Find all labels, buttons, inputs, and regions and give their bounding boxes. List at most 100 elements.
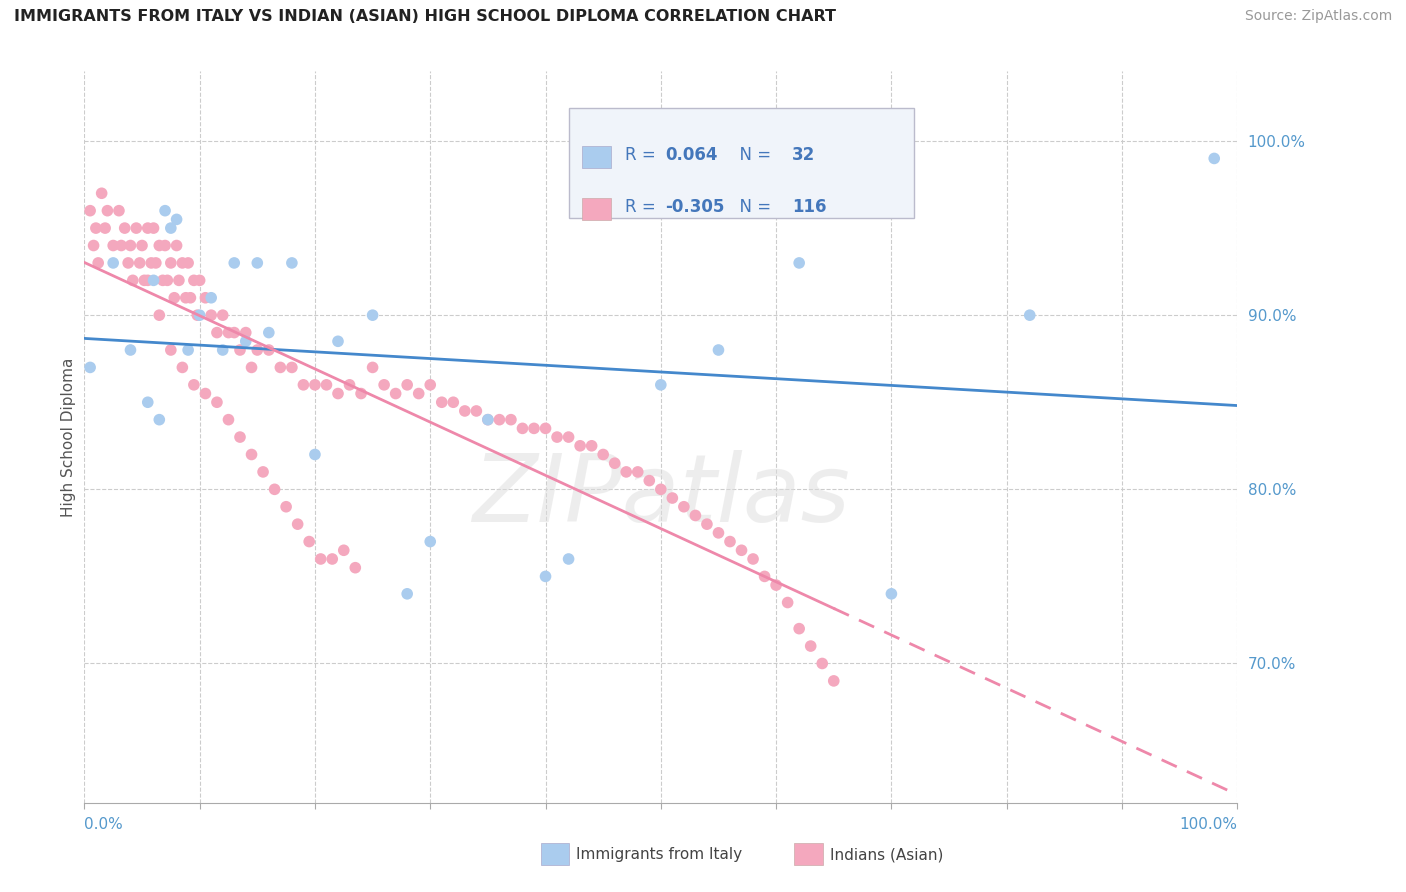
Point <box>304 377 326 392</box>
Point <box>776 595 799 609</box>
Point <box>696 517 718 532</box>
Point <box>477 412 499 426</box>
Point <box>707 343 730 357</box>
Point <box>229 343 252 357</box>
Point <box>499 412 522 426</box>
Text: 0.064: 0.064 <box>665 146 718 164</box>
Point <box>287 517 309 532</box>
Point <box>188 273 211 287</box>
Text: Indians (Asian): Indians (Asian) <box>830 847 943 862</box>
Point <box>218 412 240 426</box>
Text: 32: 32 <box>792 146 815 164</box>
Point <box>90 186 112 201</box>
Point <box>218 326 240 340</box>
Point <box>523 421 546 435</box>
Point <box>408 386 430 401</box>
Point <box>117 256 139 270</box>
Point <box>787 622 810 636</box>
Point <box>188 308 211 322</box>
Text: Immigrants from Italy: Immigrants from Italy <box>576 847 742 862</box>
FancyBboxPatch shape <box>568 108 914 218</box>
Point <box>142 221 165 235</box>
Point <box>326 386 349 401</box>
Point <box>186 308 208 322</box>
Point <box>465 404 488 418</box>
Point <box>83 238 105 252</box>
Point <box>384 386 406 401</box>
Point <box>153 238 176 252</box>
Text: IMMIGRANTS FROM ITALY VS INDIAN (ASIAN) HIGH SCHOOL DIPLOMA CORRELATION CHART: IMMIGRANTS FROM ITALY VS INDIAN (ASIAN) … <box>14 9 837 24</box>
Point <box>114 221 136 235</box>
Point <box>534 421 557 435</box>
Point <box>142 273 165 287</box>
Point <box>183 273 205 287</box>
Point <box>120 238 142 252</box>
Point <box>603 456 626 470</box>
Point <box>224 326 246 340</box>
Point <box>707 525 730 540</box>
Point <box>252 465 274 479</box>
Point <box>344 560 367 574</box>
Point <box>787 256 810 270</box>
Point <box>333 543 356 558</box>
Point <box>120 343 142 357</box>
Point <box>211 308 233 322</box>
Bar <box>582 198 612 219</box>
Point <box>263 483 285 497</box>
Point <box>103 256 124 270</box>
Point <box>174 291 197 305</box>
Point <box>235 334 257 349</box>
Point <box>160 343 183 357</box>
Point <box>512 421 534 435</box>
Point <box>373 377 395 392</box>
Point <box>557 430 579 444</box>
Point <box>672 500 695 514</box>
Point <box>84 221 107 235</box>
Point <box>194 291 217 305</box>
Text: N =: N = <box>728 198 776 216</box>
Point <box>156 273 179 287</box>
Text: 100.0%: 100.0% <box>1180 817 1237 832</box>
Point <box>229 430 252 444</box>
Point <box>257 343 280 357</box>
Point <box>246 256 269 270</box>
Point <box>419 534 441 549</box>
Point <box>240 448 263 462</box>
Point <box>179 291 201 305</box>
Point <box>152 273 174 287</box>
Point <box>160 256 183 270</box>
Point <box>79 203 101 218</box>
Point <box>163 291 186 305</box>
Point <box>730 543 752 558</box>
Point <box>650 377 672 392</box>
Point <box>350 386 373 401</box>
Point <box>136 395 159 409</box>
Point <box>200 291 222 305</box>
Point <box>257 326 280 340</box>
Point <box>339 377 361 392</box>
Point <box>121 273 143 287</box>
Point <box>235 326 257 340</box>
Point <box>614 465 637 479</box>
Point <box>477 412 499 426</box>
Point <box>685 508 707 523</box>
Point <box>315 377 337 392</box>
Point <box>166 212 188 227</box>
Point <box>361 360 384 375</box>
Point <box>94 221 117 235</box>
Point <box>128 256 150 270</box>
Point <box>298 534 321 549</box>
Point <box>650 483 672 497</box>
Text: -0.305: -0.305 <box>665 198 725 216</box>
Point <box>167 273 190 287</box>
Point <box>172 256 194 270</box>
Text: R =: R = <box>626 146 661 164</box>
Point <box>441 395 464 409</box>
Point <box>281 256 304 270</box>
Point <box>396 587 419 601</box>
Point <box>87 256 110 270</box>
Point <box>488 412 510 426</box>
Point <box>183 377 205 392</box>
Point <box>194 386 217 401</box>
Point <box>361 308 384 322</box>
